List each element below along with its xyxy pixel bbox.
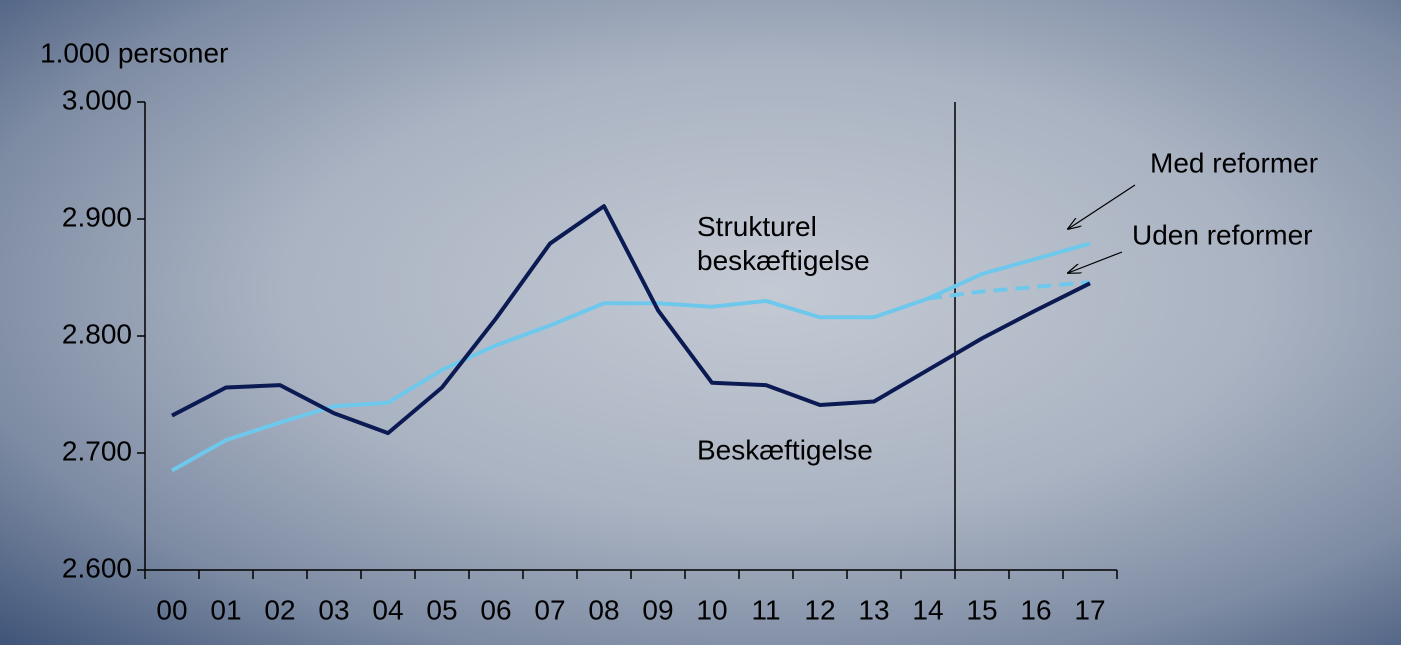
- annotation-arrow: [1068, 251, 1123, 273]
- y-tick-label: 2.900: [62, 201, 132, 232]
- x-tick-label: 15: [966, 594, 997, 625]
- x-tick-label: 16: [1020, 594, 1051, 625]
- y-tick-label: 2.800: [62, 318, 132, 349]
- x-tick-label: 06: [480, 594, 511, 625]
- annotation: Uden reformer: [1132, 219, 1313, 250]
- y-tick-label: 3.000: [62, 84, 132, 115]
- x-tick-label: 17: [1074, 594, 1105, 625]
- annotation-arrow: [1068, 184, 1136, 229]
- x-tick-label: 08: [588, 594, 619, 625]
- x-tick-label: 14: [912, 594, 943, 625]
- x-tick-label: 02: [264, 594, 295, 625]
- series-line: [927, 280, 1091, 301]
- series-label: Strukturel beskæftigelse: [697, 211, 870, 276]
- series-line: [171, 204, 1091, 436]
- x-tick-label: 04: [372, 594, 403, 625]
- x-tick-label: 07: [534, 594, 565, 625]
- x-tick-label: 13: [858, 594, 889, 625]
- x-tick-label: 03: [318, 594, 349, 625]
- y-axis-label: 1.000 personer: [40, 37, 228, 68]
- annotation: Med reformer: [1150, 147, 1318, 178]
- x-tick-label: 10: [696, 594, 727, 625]
- series-label: Beskæftigelse: [697, 434, 873, 465]
- x-tick-label: 11: [751, 594, 780, 625]
- y-tick-label: 2.700: [62, 435, 132, 466]
- x-tick-label: 12: [804, 594, 835, 625]
- x-tick-label: 01: [210, 594, 241, 625]
- x-tick-label: 00: [156, 594, 187, 625]
- x-tick-label: 09: [642, 594, 673, 625]
- y-tick-label: 2.600: [62, 552, 132, 583]
- x-tick-label: 05: [426, 594, 457, 625]
